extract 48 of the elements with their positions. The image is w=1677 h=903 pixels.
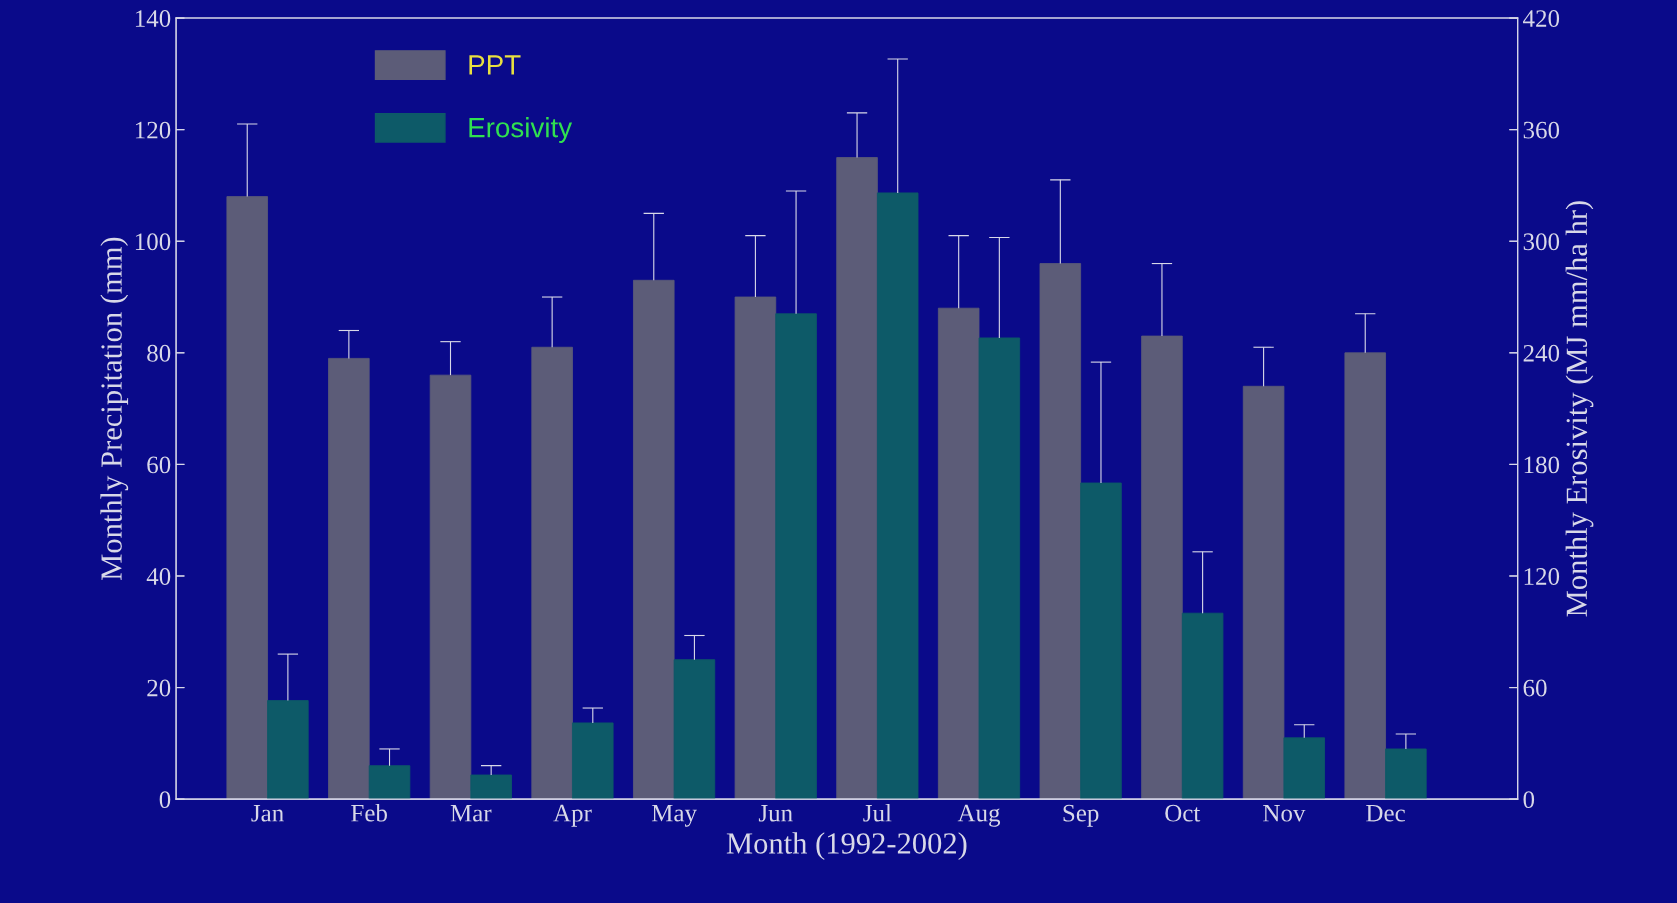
- y2-tick-label: 420: [1523, 10, 1560, 27]
- bar: [226, 196, 268, 800]
- x-tick-label: Nov: [1263, 804, 1306, 822]
- bar: [1385, 748, 1427, 800]
- y-tick-label: 140: [135, 10, 171, 27]
- y-tick-label: 0: [159, 791, 171, 809]
- bar: [368, 765, 411, 800]
- x-tick-label: Dec: [1366, 804, 1405, 822]
- legend-label: PPT: [469, 55, 521, 75]
- y2-tick-label: 300: [1523, 233, 1560, 251]
- bar: [1141, 335, 1183, 800]
- bar: [470, 774, 512, 800]
- y2-tick-label: 180: [1524, 456, 1560, 474]
- x-tick-label: Apr: [553, 804, 592, 827]
- y2-tick-label: 120: [1524, 568, 1560, 585]
- bar: [633, 279, 675, 800]
- x-tick-label: Jul: [863, 804, 892, 822]
- x-axis-title: Month (1992-2002): [726, 832, 967, 860]
- bar: [1242, 385, 1285, 800]
- x-tick-label: Jan: [251, 804, 284, 822]
- x-tick-label: Sep: [1063, 804, 1099, 827]
- bar: [1344, 352, 1386, 800]
- bar: [267, 700, 309, 800]
- y-tick-label: 100: [135, 233, 171, 251]
- bar: [328, 357, 370, 800]
- y2-tick-label: 0: [1523, 791, 1535, 809]
- y-axis-title: Monthly Precipitation (mm): [100, 237, 129, 581]
- legend-label: Erosivity: [469, 117, 573, 143]
- y2-tick-label: 360: [1523, 121, 1560, 139]
- x-tick-label: Jun: [758, 804, 793, 822]
- y-tick-label: 40: [146, 568, 171, 585]
- y-tick-label: 80: [147, 344, 171, 362]
- y-tick-label: 20: [147, 679, 171, 697]
- bar: [673, 659, 716, 800]
- x-tick-label: Mar: [450, 804, 492, 822]
- y2-axis-title: Monthly Erosivity (MJ mm/ha hr): [1565, 201, 1594, 617]
- x-tick-label: Feb: [351, 804, 387, 822]
- x-tick-label: Oct: [1165, 804, 1201, 822]
- y-tick-label: 60: [147, 456, 171, 474]
- y-tick-label: 120: [135, 121, 171, 139]
- bar: [1283, 737, 1325, 800]
- bar: [429, 374, 472, 800]
- y2-tick-label: 240: [1523, 344, 1560, 362]
- bar: [531, 346, 573, 800]
- x-tick-label: May: [651, 804, 697, 827]
- y2-tick-label: 60: [1523, 679, 1547, 697]
- bar: [572, 722, 614, 800]
- x-tick-label: Aug: [957, 804, 1001, 827]
